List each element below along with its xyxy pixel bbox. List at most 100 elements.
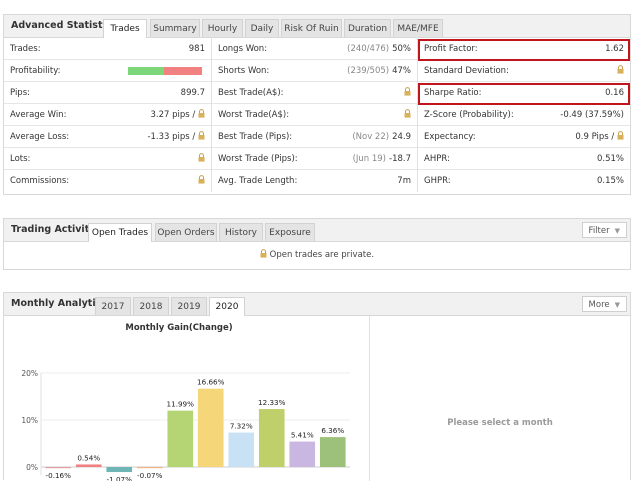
data-label: -0.07% xyxy=(137,471,163,480)
stat-worst-trade-pips: Worst Trade (Pips): (Jun 19) -18.7 xyxy=(212,148,417,170)
stat-label: Profit Factor: xyxy=(424,44,478,54)
stat-longs-won: Longs Won: (240/476) 50% xyxy=(212,38,417,60)
column-divider xyxy=(417,37,418,192)
stat-label: Sharpe Ratio: xyxy=(424,88,482,98)
lock-icon xyxy=(617,65,624,74)
bar-feb xyxy=(75,464,102,467)
stat-value: 3.27 pips / xyxy=(150,110,196,120)
stat-label: Trades: xyxy=(10,44,41,54)
monthly-gain-chart: 20% 10% 0% -0.16% 0.54% -1.07% -0.07% 11.99% 16.… xyxy=(21,369,350,481)
monthly-analytics-header: Monthly Analytics 2017 2018 2019 2020 Mo… xyxy=(4,293,630,316)
tab-exposure[interactable]: Exposure xyxy=(265,223,315,241)
bar-aug xyxy=(258,409,285,467)
tab-open-orders[interactable]: Open Orders xyxy=(155,223,217,241)
advanced-statistics-header: Advanced Statistics Trades Summary Hourl… xyxy=(4,15,630,38)
column-divider xyxy=(211,37,212,192)
profitability-bar xyxy=(128,60,202,82)
stat-value: 47% xyxy=(392,66,411,76)
stat-label: Worst Trade (Pips): xyxy=(218,154,298,164)
private-message-text: Open trades are private. xyxy=(269,250,375,260)
stat-value-row xyxy=(198,170,205,192)
advanced-statistics-title: Advanced Statistics xyxy=(11,20,118,31)
stat-label: Best Trade (Pips): xyxy=(218,132,293,142)
stat-label: Lots: xyxy=(10,154,31,164)
tab-summary[interactable]: Summary xyxy=(150,19,200,37)
filter-label: Filter xyxy=(588,226,610,236)
stat-label: Commissions: xyxy=(10,176,70,186)
stat-shorts-won: Shorts Won: (239/505) 47% xyxy=(212,60,417,82)
bar-may xyxy=(167,410,194,467)
tab-2019[interactable]: 2019 xyxy=(171,297,207,315)
stat-value-row xyxy=(617,60,624,82)
stat-label: Profitability: xyxy=(10,66,61,76)
tab-trades[interactable]: Trades xyxy=(103,19,147,38)
y-tick-label: 10% xyxy=(21,416,38,425)
data-label: 6.36% xyxy=(321,426,344,435)
stat-value-row xyxy=(404,82,411,104)
chevron-down-icon: ▼ xyxy=(614,301,620,309)
bar-sep xyxy=(289,441,316,467)
tab-risk-of-ruin[interactable]: Risk Of Ruin xyxy=(281,19,342,37)
stat-label: Shorts Won: xyxy=(218,66,270,76)
tab-duration[interactable]: Duration xyxy=(344,19,391,37)
stat-best-trade-pips: Best Trade (Pips): (Nov 22) 24.9 xyxy=(212,126,417,148)
stat-value-row: 0.9 Pips / xyxy=(575,126,624,148)
lock-icon xyxy=(404,109,411,118)
stat-z-score: Z-Score (Probability): -0.49 (37.59%) xyxy=(418,104,630,126)
stat-value: 50% xyxy=(392,44,411,54)
tab-history[interactable]: History xyxy=(219,223,263,241)
stat-value: 0.51% xyxy=(596,154,624,164)
stat-avg-trade-length: Avg. Trade Length: 7m xyxy=(212,170,417,192)
stat-value-row: -1.33 pips / xyxy=(147,126,205,148)
stat-value: -1.33 pips / xyxy=(147,132,196,142)
stat-value-row: 3.27 pips / xyxy=(151,104,205,126)
stat-label: Standard Deviation: xyxy=(424,66,509,76)
lock-icon xyxy=(198,175,205,184)
data-label: 16.66% xyxy=(197,378,225,387)
data-label: -0.16% xyxy=(46,471,72,480)
stat-label: Pips: xyxy=(10,88,30,98)
stat-value-row: (Jun 19) -18.7 xyxy=(353,148,411,170)
tab-2020[interactable]: 2020 xyxy=(209,297,245,316)
tab-2018[interactable]: 2018 xyxy=(133,297,169,315)
stat-label: AHPR: xyxy=(424,154,450,164)
stat-value-row: (240/476) 50% xyxy=(347,38,411,60)
chart-area: Monthly Gain(Change) 20% 10% 0% -0.16% 0.54%… xyxy=(4,316,370,481)
y-tick-label: 0% xyxy=(26,463,38,472)
stat-label: GHPR: xyxy=(424,176,451,186)
stat-value-row xyxy=(404,104,411,126)
tab-2017[interactable]: 2017 xyxy=(95,297,131,315)
tab-hourly[interactable]: Hourly xyxy=(202,19,243,37)
private-message: Open trades are private. xyxy=(4,249,630,260)
lock-icon xyxy=(260,249,267,258)
data-label: 5.41% xyxy=(291,431,314,440)
data-label: 0.54% xyxy=(77,453,100,462)
chevron-down-icon: ▼ xyxy=(614,227,620,235)
bar-jun xyxy=(197,388,224,467)
sharpe-ratio-highlight xyxy=(418,83,630,105)
stat-value: 1.62 xyxy=(605,44,624,54)
lock-icon xyxy=(198,153,205,162)
trading-activity-title: Trading Activity xyxy=(11,224,96,235)
stat-average-loss: Average Loss: -1.33 pips / xyxy=(4,126,211,148)
stat-standard-deviation: Standard Deviation: xyxy=(418,60,630,82)
stat-label: Average Win: xyxy=(10,110,67,120)
tab-open-trades[interactable]: Open Trades xyxy=(88,223,152,242)
y-tick-label: 20% xyxy=(21,369,38,378)
trading-activity-panel: Trading Activity Open Trades Open Orders… xyxy=(3,218,631,270)
stat-label: Best Trade(A$): xyxy=(218,88,284,98)
stat-subvalue: (240/476) xyxy=(347,44,390,54)
monthly-analytics-title: Monthly Analytics xyxy=(11,298,107,309)
stat-value-row: (Nov 22) 24.9 xyxy=(352,126,411,148)
stat-label: Worst Trade(A$): xyxy=(218,110,290,120)
monthly-analytics-panel: Monthly Analytics 2017 2018 2019 2020 Mo… xyxy=(3,292,631,481)
advanced-statistics-panel: Advanced Statistics Trades Summary Hourl… xyxy=(3,14,631,195)
filter-button[interactable]: Filter ▼ xyxy=(581,222,627,238)
tab-mae-mfe[interactable]: MAE/MFE xyxy=(393,19,443,37)
profitability-loss-segment xyxy=(164,67,202,75)
more-button[interactable]: More ▼ xyxy=(581,296,627,312)
tab-daily[interactable]: Daily xyxy=(245,19,279,37)
data-label: 12.33% xyxy=(258,398,286,407)
stat-label: Average Loss: xyxy=(10,132,70,142)
chart-title: Monthly Gain(Change) xyxy=(125,323,233,333)
